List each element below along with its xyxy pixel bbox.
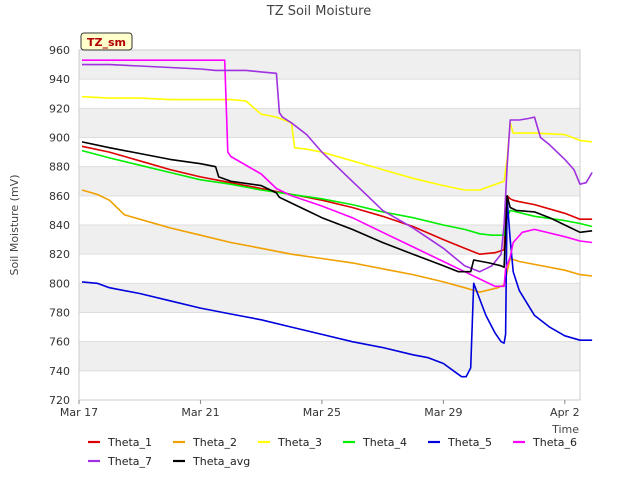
y-axis-ticks: 720 740 760 780 800 820 840 860 880 900 920 940 960 <box>49 44 70 407</box>
y-tick-label: 880 <box>49 161 70 174</box>
background-band <box>79 50 580 80</box>
y-tick-label: 920 <box>49 102 70 115</box>
series-line-theta-avg <box>81 141 593 273</box>
series-line-theta-6 <box>82 59 593 288</box>
legend-item-theta-1: Theta_1 <box>88 436 152 449</box>
series-line-theta-2 <box>81 189 593 293</box>
y-tick-label: 740 <box>49 365 70 378</box>
legend-label: Theta_avg <box>192 455 250 468</box>
legend-label: Theta_4 <box>362 436 407 449</box>
background-band <box>79 225 580 255</box>
series-line-theta-7 <box>82 63 593 273</box>
background-band <box>79 166 580 196</box>
background-band <box>79 137 580 167</box>
x-axis-label: Time <box>551 423 579 436</box>
plot-area-border <box>78 49 581 401</box>
y-tick-label: 940 <box>49 73 70 86</box>
tz-badge: TZ_sm <box>80 32 133 51</box>
background-band <box>79 283 580 313</box>
legend-item-theta-3: Theta_3 <box>258 436 322 449</box>
series-line-theta-5 <box>81 198 593 378</box>
x-tick-label: Mar 21 <box>181 406 219 419</box>
y-tick-label: 800 <box>49 277 70 290</box>
y-axis-label: Soil Moisture (mV) <box>8 175 21 276</box>
x-tick-label: Mar 17 <box>60 406 98 419</box>
legend-item-theta-4: Theta_4 <box>343 436 407 449</box>
background-band <box>79 341 580 371</box>
x-axis-ticks: Mar 17 Mar 21 Mar 25 Mar 29 Apr 2 <box>60 400 580 419</box>
x-tick-label: Apr 2 <box>550 406 580 419</box>
legend-label: Theta_7 <box>107 455 152 468</box>
legend-item-theta-5: Theta_5 <box>428 436 492 449</box>
series-line-theta-3 <box>81 95 593 191</box>
tz-badge-box <box>80 32 133 51</box>
series-line-theta-1 <box>81 145 593 255</box>
legend-label: Theta_6 <box>532 436 577 449</box>
background-band <box>79 108 580 138</box>
x-tick-label: Mar 29 <box>424 406 462 419</box>
legend-item-theta-6: Theta_6 <box>513 436 577 449</box>
chart-title: TZ Soil Moisture <box>266 4 372 19</box>
y-tick-label: 900 <box>49 132 70 145</box>
legend-item-theta-avg: Theta_avg <box>173 455 250 468</box>
background-band <box>79 370 580 400</box>
background-band <box>79 79 580 109</box>
y-tick-label: 820 <box>49 248 70 261</box>
legend-label: Theta_1 <box>107 436 152 449</box>
legend: Theta_1 Theta_2 Theta_3 Theta_4 Theta_5 Theta… <box>88 436 577 468</box>
series-lines <box>81 59 593 378</box>
series-line-theta-4 <box>81 149 593 236</box>
legend-label: Theta_3 <box>277 436 322 449</box>
legend-label: Theta_5 <box>447 436 492 449</box>
legend-item-theta-2: Theta_2 <box>173 436 237 449</box>
legend-item-theta-7: Theta_7 <box>88 455 152 468</box>
y-tick-label: 960 <box>49 44 70 57</box>
x-tick-label: Mar 25 <box>303 406 341 419</box>
y-tick-label: 720 <box>49 394 70 407</box>
y-tick-label: 860 <box>49 190 70 203</box>
y-tick-label: 780 <box>49 307 70 320</box>
legend-label: Theta_2 <box>192 436 237 449</box>
y-tick-label: 840 <box>49 219 70 232</box>
tz-badge-label: TZ_sm <box>87 36 126 49</box>
y-tick-label: 760 <box>49 336 70 349</box>
